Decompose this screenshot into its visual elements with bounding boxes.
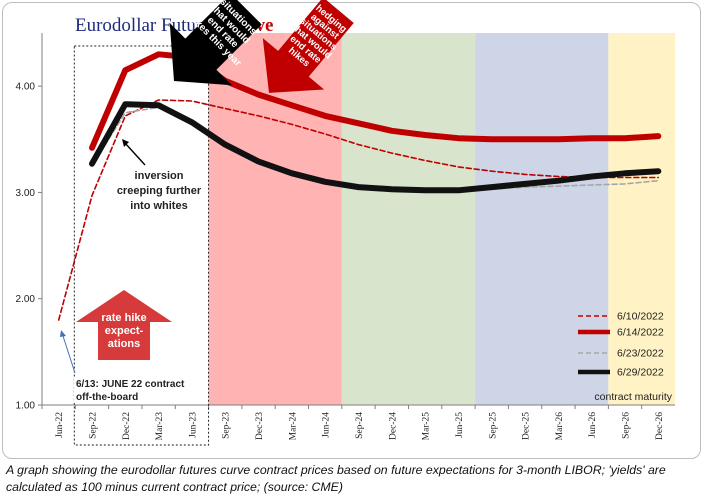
- x-tick-label: Dec-26: [655, 412, 665, 440]
- x-tick-label: Jun-26: [588, 412, 598, 438]
- highlight-box: [73, 45, 210, 446]
- red-arrow-annotation: hedgingagainstsituationsthat wouldend ra…: [262, 0, 354, 93]
- x-tick-label: Mar-25: [422, 412, 432, 441]
- june-contract-text: 6/13: JUNE 22 contract off-the-board: [76, 379, 185, 403]
- eurodollar-futures-chart: 1.00 2.00 3.00 4.00 Jun-22 Sep-22 Dec-22 Mar-23…: [16, 0, 675, 446]
- x-tick-label: Sep-25: [488, 412, 498, 439]
- inversion-pointer-head: [122, 139, 129, 147]
- x-tick-label: Dec-24: [388, 412, 398, 440]
- red-arrow-icon: [262, 0, 354, 93]
- chart-frame: [2, 2, 701, 459]
- x-axis-title: contract maturity: [594, 391, 672, 403]
- y-tick-label: 1.00: [16, 401, 36, 412]
- series-line-6-29-2022: [89, 101, 662, 194]
- rate-hike-text: rate hike expect-ations: [101, 312, 146, 350]
- figure-caption: A graph showing the eurodollar futures c…: [6, 463, 666, 494]
- x-tick-label: Sep-23: [222, 412, 232, 439]
- x-tick-label: Jun-24: [322, 412, 332, 438]
- x-tick-label: Dec-23: [255, 412, 265, 440]
- series-line-6-10-2022: [57, 99, 660, 321]
- x-tick-label: Sep-22: [88, 412, 98, 439]
- x-tick-label: Dec-25: [522, 412, 532, 440]
- x-tick-label: Mar-23: [155, 412, 165, 441]
- y-tick-label: 4.00: [16, 82, 36, 93]
- shaded-band-3: [475, 33, 609, 405]
- june-contract-pointer: [62, 335, 76, 374]
- june-contract-pointer-head: [60, 330, 66, 337]
- inversion-text: inversion creeping further into whites: [117, 170, 202, 212]
- x-tick-label: Mar-26: [555, 412, 565, 441]
- legend-label: 6/14/2022: [617, 327, 664, 339]
- x-tick-label: Jun-22: [55, 412, 65, 438]
- rate-hike-arrow-icon: [76, 290, 172, 360]
- x-tick-label: Jun-23: [188, 412, 198, 438]
- x-tick-label: Mar-24: [288, 412, 298, 441]
- x-tick-label: Dec-22: [122, 412, 132, 440]
- legend-label: 6/23/2022: [617, 348, 664, 360]
- legend-label: 6/10/2022: [617, 311, 664, 323]
- shaded-band-4: [608, 33, 675, 405]
- x-tick-label: Jun-25: [455, 412, 465, 438]
- legend-label: 6/29/2022: [617, 367, 664, 379]
- x-tick-label: Sep-26: [622, 412, 632, 439]
- x-tick-label: Sep-24: [355, 412, 365, 439]
- y-tick-label: 2.00: [16, 294, 36, 305]
- y-tick-label: 3.00: [16, 188, 36, 199]
- black-arrow-icon: [169, 0, 262, 86]
- shaded-band-2: [341, 33, 476, 405]
- june-contract-label-bg: [74, 377, 196, 403]
- shaded-band-1: [208, 33, 342, 405]
- inversion-pointer: [124, 142, 146, 166]
